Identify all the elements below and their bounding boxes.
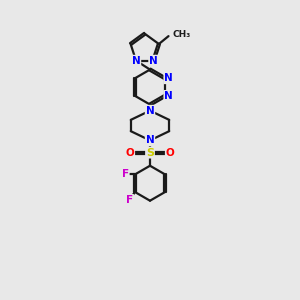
Text: N: N [164, 73, 173, 83]
Text: O: O [166, 148, 175, 158]
Text: N: N [146, 135, 154, 146]
Text: N: N [164, 91, 173, 101]
Text: N: N [149, 56, 158, 66]
Text: N: N [146, 106, 154, 116]
Text: S: S [146, 148, 154, 158]
Text: F: F [126, 195, 133, 205]
Text: N: N [132, 56, 140, 66]
Text: CH₃: CH₃ [173, 30, 191, 39]
Text: O: O [125, 148, 134, 158]
Text: F: F [122, 169, 129, 179]
